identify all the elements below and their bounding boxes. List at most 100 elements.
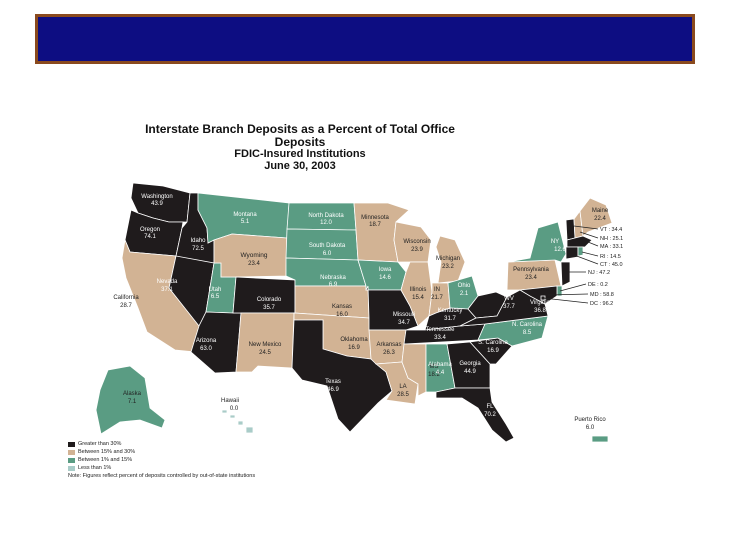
label-kansas-name: Kansas (332, 304, 352, 310)
callout-vt: VT : 34.4 (600, 227, 622, 233)
label-oklahoma-name: Oklahoma (340, 337, 368, 343)
label-north-carolina-value: 8.5 (523, 330, 532, 336)
label-idaho-value: 72.5 (192, 246, 204, 252)
label-illinois-value: 15.4 (412, 295, 424, 301)
label-washington-value: 43.9 (151, 201, 163, 207)
label-maine-value: 22.4 (594, 216, 606, 222)
label-iowa-value: 14.6 (379, 275, 391, 281)
state-new-york (507, 221, 567, 263)
label-north-dakota-name: North Dakota (308, 213, 344, 219)
label-pennsylvania-value: 23.4 (525, 275, 537, 281)
state-kansas (294, 285, 370, 319)
callout-md: MD : 58.8 (590, 292, 614, 298)
label-indiana-value: 21.7 (431, 295, 443, 301)
label-west-virginia-name: WV (504, 296, 514, 302)
label-arkansas-name: Arkansas (376, 342, 401, 348)
label-south-dakota-name: South Dakota (309, 243, 346, 249)
callout-nh: NH : 25.1 (600, 236, 623, 242)
label-utah-name: Utah (209, 287, 222, 293)
label-louisiana-name: LA (399, 384, 406, 390)
label-oregon-name: Oregon (140, 227, 160, 233)
callout-de: DE : 0.2 (588, 282, 608, 288)
label-michigan-value: 23.2 (442, 264, 454, 270)
legend-label: Between 15% and 30% (78, 449, 136, 455)
callout-ri: RI : 14.5 (600, 254, 621, 260)
label-nevada-name: Nevada (157, 279, 178, 285)
legend-note: Note: Figures reflect percent of deposit… (68, 473, 256, 479)
label-new-york-name: NY (551, 239, 559, 245)
label-michigan-name: Michigan (436, 256, 460, 262)
state-georgia (446, 341, 491, 389)
legend-swatch (68, 449, 75, 455)
state-connecticut (565, 246, 579, 260)
state-alaska (95, 365, 166, 435)
label-arkansas-value: 26.3 (383, 350, 395, 356)
state-nebraska (285, 257, 367, 287)
label-missouri-value: 34.7 (398, 320, 410, 326)
label-montana-value: 5.1 (241, 219, 250, 225)
state-vermont (565, 218, 576, 241)
callout-ma: MA : 33.1 (600, 244, 623, 250)
label-virginia-name: Virginia (530, 300, 551, 306)
label-north-dakota-value: 12.0 (320, 220, 332, 226)
label-hawaii-value: 0.0 (230, 406, 239, 412)
map-date: June 30, 2003 (264, 159, 336, 172)
state-labels: Washington 43.9 Oregon 74.1 Idaho 72.5 C… (113, 194, 609, 431)
label-south-dakota-value: 6.0 (323, 251, 332, 257)
label-florida-name: FL (486, 404, 494, 410)
label-mississippi-name: MS (430, 364, 439, 370)
label-nebraska-value: 6.9 (329, 282, 338, 288)
label-arizona-value: 63.0 (200, 346, 212, 352)
legend-label: Between 1% and 15% (78, 457, 133, 463)
label-nevada-value: 37.1 (161, 287, 173, 293)
label-idaho-name: Idaho (190, 238, 206, 244)
state-hawaii (221, 409, 254, 434)
label-pennsylvania-name: Pennsylvania (513, 267, 549, 273)
state-michigan (435, 235, 466, 284)
label-virginia-value: 36.8 (534, 308, 546, 314)
state-puerto-rico (591, 435, 609, 443)
state-massachusetts (566, 235, 593, 248)
label-california-name: California (113, 295, 139, 301)
label-nebraska-name: Nebraska (320, 275, 346, 281)
state-illinois (400, 261, 433, 327)
label-georgia-name: Georgia (459, 361, 481, 367)
label-colorado-value: 35.7 (263, 305, 275, 311)
label-minnesota-value: 18.7 (369, 222, 381, 228)
label-wyoming-value: 23.4 (248, 261, 260, 267)
label-louisiana-value: 28.5 (397, 392, 409, 398)
callout-nj: NJ : 47.2 (588, 270, 610, 276)
label-south-carolina-name: S. Carolina (478, 340, 508, 346)
label-north-carolina-name: N. Carolina (512, 322, 543, 328)
map-legend: Greater than 30% Between 15% and 30% Bet… (68, 440, 255, 480)
label-south-carolina-value: 16.9 (487, 348, 499, 354)
legend-swatch (68, 457, 75, 463)
callout-dc: DC : 96.2 (590, 301, 613, 307)
callout-ct: CT : 45.0 (600, 262, 623, 268)
label-utah-value: 6.5 (211, 294, 220, 300)
label-florida-value: 70.2 (484, 412, 496, 418)
label-ohio-value: 2.1 (460, 291, 469, 297)
label-alaska-value: 7.1 (128, 399, 137, 405)
label-texas-name: Texas (325, 379, 341, 385)
state-maryland (518, 285, 558, 305)
label-kansas-value: 16.0 (336, 312, 348, 318)
label-california-value: 28.7 (120, 303, 132, 309)
state-texas (291, 319, 393, 433)
label-puerto-rico-value: 6.0 (586, 425, 595, 431)
legend-swatch (68, 465, 75, 471)
label-new-mexico-value: 24.5 (259, 350, 271, 356)
legend-item: Greater than 30% (68, 440, 255, 448)
callout-lines (542, 225, 599, 304)
label-colorado-name: Colorado (257, 297, 282, 303)
legend-item: Less than 1% (68, 464, 255, 472)
label-oregon-value: 74.1 (144, 234, 156, 240)
label-mississippi-value: 18.2 (428, 372, 440, 378)
label-wisconsin-value: 23.9 (411, 247, 423, 253)
header-banner (35, 14, 695, 64)
label-tennessee-value: 33.4 (434, 335, 446, 341)
label-hawaii-name: Hawaii (221, 398, 239, 404)
state-california (121, 238, 203, 353)
state-florida (435, 387, 515, 443)
